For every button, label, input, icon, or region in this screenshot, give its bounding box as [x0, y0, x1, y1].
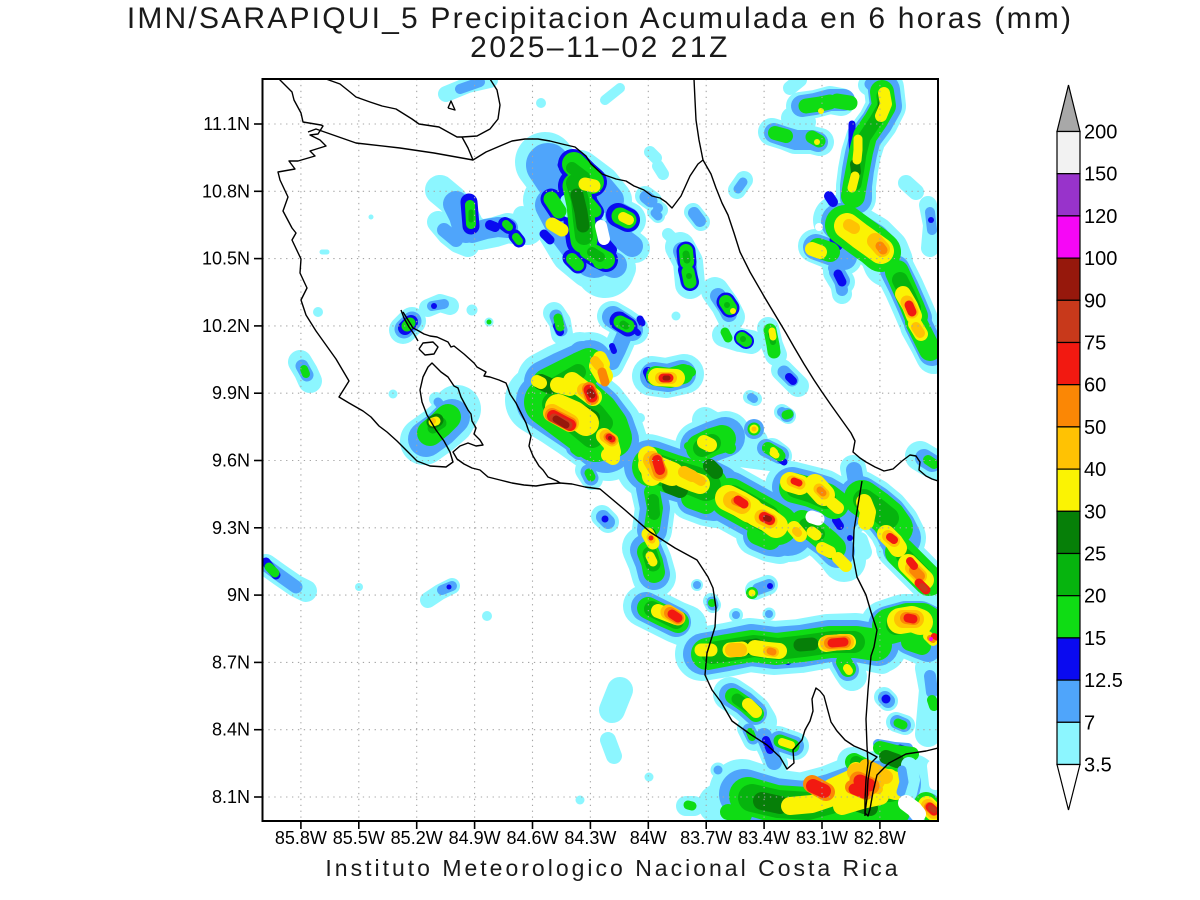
svg-text:82.8W: 82.8W [854, 828, 906, 848]
svg-text:100: 100 [1084, 248, 1117, 270]
svg-text:85.5W: 85.5W [333, 828, 385, 848]
svg-text:IMN/SARAPIQUI_5 Precipitacion: IMN/SARAPIQUI_5 Precipitacion Acumulada … [127, 2, 1073, 35]
svg-text:20: 20 [1084, 586, 1106, 608]
svg-text:30: 30 [1084, 501, 1106, 523]
svg-text:83.7W: 83.7W [680, 828, 732, 848]
svg-text:15: 15 [1084, 628, 1106, 650]
svg-text:50: 50 [1084, 417, 1106, 439]
svg-text:83.1W: 83.1W [796, 828, 848, 848]
svg-text:90: 90 [1084, 290, 1106, 312]
svg-text:Instituto Meteorologico Nacion: Instituto Meteorologico Nacional Costa R… [325, 855, 900, 881]
svg-text:10.8N: 10.8N [202, 181, 250, 201]
svg-text:85.8W: 85.8W [275, 828, 327, 848]
svg-text:84.6W: 84.6W [506, 828, 558, 848]
svg-text:3.5: 3.5 [1084, 755, 1112, 777]
svg-text:7: 7 [1084, 712, 1095, 734]
svg-text:11.1N: 11.1N [203, 114, 250, 134]
svg-text:120: 120 [1084, 206, 1117, 228]
svg-text:60: 60 [1084, 375, 1106, 397]
svg-text:12.5: 12.5 [1084, 670, 1123, 692]
svg-text:40: 40 [1084, 459, 1106, 481]
svg-text:83.4W: 83.4W [738, 828, 790, 848]
svg-text:10.5N: 10.5N [202, 249, 250, 269]
svg-text:9.6N: 9.6N [212, 451, 250, 471]
svg-text:85.2W: 85.2W [391, 828, 443, 848]
svg-text:8.1N: 8.1N [212, 787, 250, 807]
svg-text:150: 150 [1084, 164, 1117, 186]
svg-text:84.9W: 84.9W [449, 828, 501, 848]
svg-text:9.3N: 9.3N [212, 518, 250, 538]
svg-text:9N: 9N [227, 585, 250, 605]
svg-text:84W: 84W [630, 828, 667, 848]
svg-text:8.7N: 8.7N [212, 652, 250, 672]
svg-text:200: 200 [1084, 122, 1117, 144]
svg-text:9.9N: 9.9N [212, 383, 250, 403]
svg-text:2025–11–02 21Z: 2025–11–02 21Z [470, 31, 730, 64]
svg-text:25: 25 [1084, 544, 1106, 566]
svg-text:8.4N: 8.4N [212, 720, 250, 740]
svg-text:10.2N: 10.2N [202, 316, 250, 336]
svg-text:75: 75 [1084, 333, 1106, 355]
svg-text:84.3W: 84.3W [564, 828, 616, 848]
